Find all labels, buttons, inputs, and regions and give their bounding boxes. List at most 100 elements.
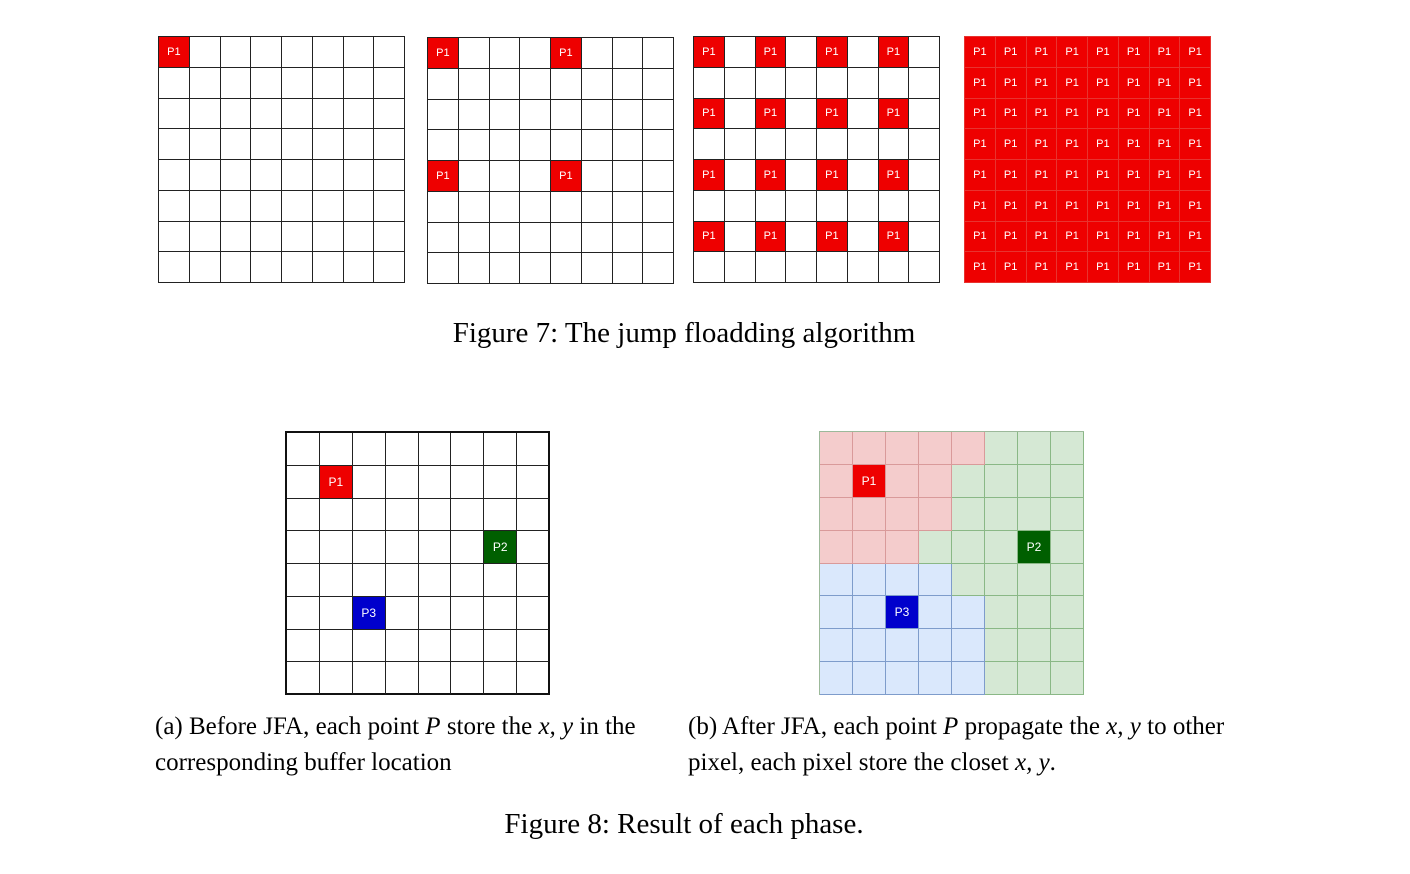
grid-cell (189, 160, 221, 191)
grid-cell (612, 38, 644, 69)
p1-cell: P1 (1118, 67, 1150, 99)
p1-cell: P1 (1149, 67, 1181, 99)
grid-cell (458, 253, 490, 284)
grid-cell (484, 433, 518, 466)
grid-cell (643, 130, 674, 161)
grid-cell (428, 99, 459, 131)
p1-cell: P1 (1088, 98, 1119, 130)
grid-cell (312, 67, 344, 99)
grid-cell (159, 98, 190, 130)
grid-cell (251, 221, 282, 253)
region-p2-cell (985, 563, 1018, 597)
grid-cell (418, 629, 452, 663)
region-p2-cell (1018, 497, 1051, 531)
grid-cell (817, 190, 848, 222)
region-p2-cell (1018, 596, 1051, 630)
grid-cell (343, 190, 375, 222)
p1-cell: P1 (965, 252, 996, 283)
p1-cell: P1 (1149, 129, 1181, 160)
grid-cell (520, 161, 551, 192)
grid-cell (159, 221, 190, 253)
point-p3-cell: P3 (886, 596, 919, 630)
grid-cell (612, 222, 644, 254)
region-p2-cell (985, 662, 1018, 695)
region-p3-cell (886, 563, 919, 597)
p1-cell: P1 (755, 37, 787, 68)
grid-cell (458, 38, 490, 69)
grid-cell (312, 37, 344, 68)
grid-cell (385, 564, 419, 597)
p1-cell: P1 (1057, 190, 1088, 222)
region-p2-cell (985, 497, 1018, 531)
p1-cell: P1 (1088, 67, 1119, 99)
grid-cell (418, 662, 452, 695)
region-p2-cell (1051, 629, 1084, 663)
grid-cell (724, 67, 756, 99)
grid-cell (643, 191, 674, 223)
grid-cell (343, 221, 375, 253)
p1-cell: P1 (1026, 160, 1058, 191)
figure-7-caption: Figure 7: The jump floadding algorithm (452, 317, 916, 349)
grid-cell (451, 531, 485, 564)
point-p2-cell: P2 (1018, 530, 1051, 564)
grid-cell (251, 37, 282, 68)
grid-cell (694, 67, 725, 99)
p1-cell: P1 (1026, 67, 1058, 99)
p1-cell: P1 (1118, 190, 1150, 222)
grid-cell (282, 252, 313, 283)
region-p1-cell (952, 432, 985, 465)
p1-cell: P1 (1057, 37, 1088, 68)
grid-cell (817, 67, 848, 99)
grid-cell (282, 98, 313, 130)
grid-cell (312, 190, 344, 222)
grid-cell (287, 629, 320, 663)
p1-cell: P1 (817, 37, 848, 68)
grid-cell (189, 67, 221, 99)
grid-cell (451, 498, 485, 532)
p1-cell: P1 (995, 67, 1027, 99)
region-p1-cell (820, 530, 853, 564)
grid-cell (374, 129, 405, 160)
grid-cell (287, 531, 320, 564)
grid-cell (159, 160, 190, 191)
region-p2-cell (952, 563, 985, 597)
grid-cell (385, 433, 419, 466)
grid-cell (643, 161, 674, 192)
grid-cell (220, 221, 252, 253)
grid-cell (428, 130, 459, 161)
grid-cell (220, 252, 252, 283)
grid-cell (489, 68, 521, 100)
region-p3-cell (820, 563, 853, 597)
region-p3-cell (853, 563, 886, 597)
grid-cell (694, 252, 725, 283)
grid-cell (724, 37, 756, 68)
p1-cell: P1 (1026, 37, 1058, 68)
grid-cell (786, 221, 817, 253)
grid-cell (581, 161, 613, 192)
grid-cell (847, 67, 879, 99)
p1-cell: P1 (965, 98, 996, 130)
subfigure-a-caption-var-xy: x, y (538, 713, 574, 740)
after-jfa-grid: P1 P2 P3 (819, 431, 1084, 695)
region-p2-cell (985, 629, 1018, 663)
region-p3-cell (919, 629, 952, 663)
p1-cell: P1 (817, 98, 848, 130)
grid-cell (520, 38, 551, 69)
grid-cell (520, 253, 551, 284)
region-p1-cell (886, 497, 919, 531)
p1-cell: P1 (1088, 37, 1119, 68)
region-p3-cell (952, 596, 985, 630)
grid-cell (312, 98, 344, 130)
grid-cell (878, 67, 910, 99)
p1-cell: P1 (1180, 37, 1211, 68)
grid-cell (909, 160, 940, 191)
grid-cell (643, 38, 674, 69)
grid-cell (847, 98, 879, 130)
region-p3-cell (919, 596, 952, 630)
p1-cell: P1 (159, 37, 190, 68)
grid-cell (551, 130, 582, 161)
grid-cell (551, 253, 582, 284)
grid-cell (786, 37, 817, 68)
jfa-step-1-grid: P1 (158, 36, 405, 283)
grid-cell (352, 629, 386, 663)
